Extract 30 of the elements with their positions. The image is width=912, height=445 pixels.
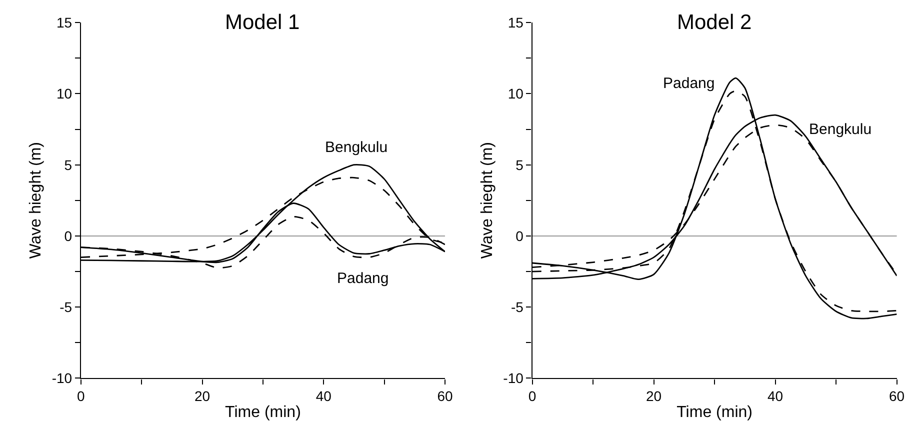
x-tick-label: 60 [889,388,905,404]
x-tick-label: 0 [77,388,86,404]
x-axis-title: Time (min) [676,404,752,421]
y-tick-label: 0 [64,228,72,244]
x-tick-label: 40 [768,388,784,404]
y-tick-label: 5 [516,156,524,173]
y-tick-label: -10 [52,370,72,386]
chart-title: Model 2 [677,11,752,34]
y-axis-title: Wave hieght (m) [479,142,496,259]
y-tick-label: 5 [64,156,72,173]
y-axis-title: Wave hieght (m) [28,142,45,259]
y-tick-label: -5 [510,298,524,315]
x-axis-title: Time (min) [225,404,301,421]
annotation: Bengkulu [809,121,872,138]
x-tick-label: 20 [194,388,210,404]
y-tick-label: 10 [508,86,524,102]
x-tick-label: 40 [316,388,332,404]
y-tick-label: -5 [60,298,72,315]
annotation: Bengkulu [325,139,388,156]
y-tick-label: 10 [56,86,72,102]
y-tick-label: 15 [56,14,72,30]
x-tick-label: 60 [437,388,453,404]
y-tick-label: 0 [516,228,524,244]
y-tick-label: 15 [508,14,524,30]
x-tick-label: 20 [646,388,662,404]
annotation: Padang [337,270,389,287]
annotation: Padang [663,75,715,92]
chart-title: Model 1 [225,11,300,34]
x-tick-label: 0 [528,388,536,404]
y-tick-label: -10 [503,370,524,386]
